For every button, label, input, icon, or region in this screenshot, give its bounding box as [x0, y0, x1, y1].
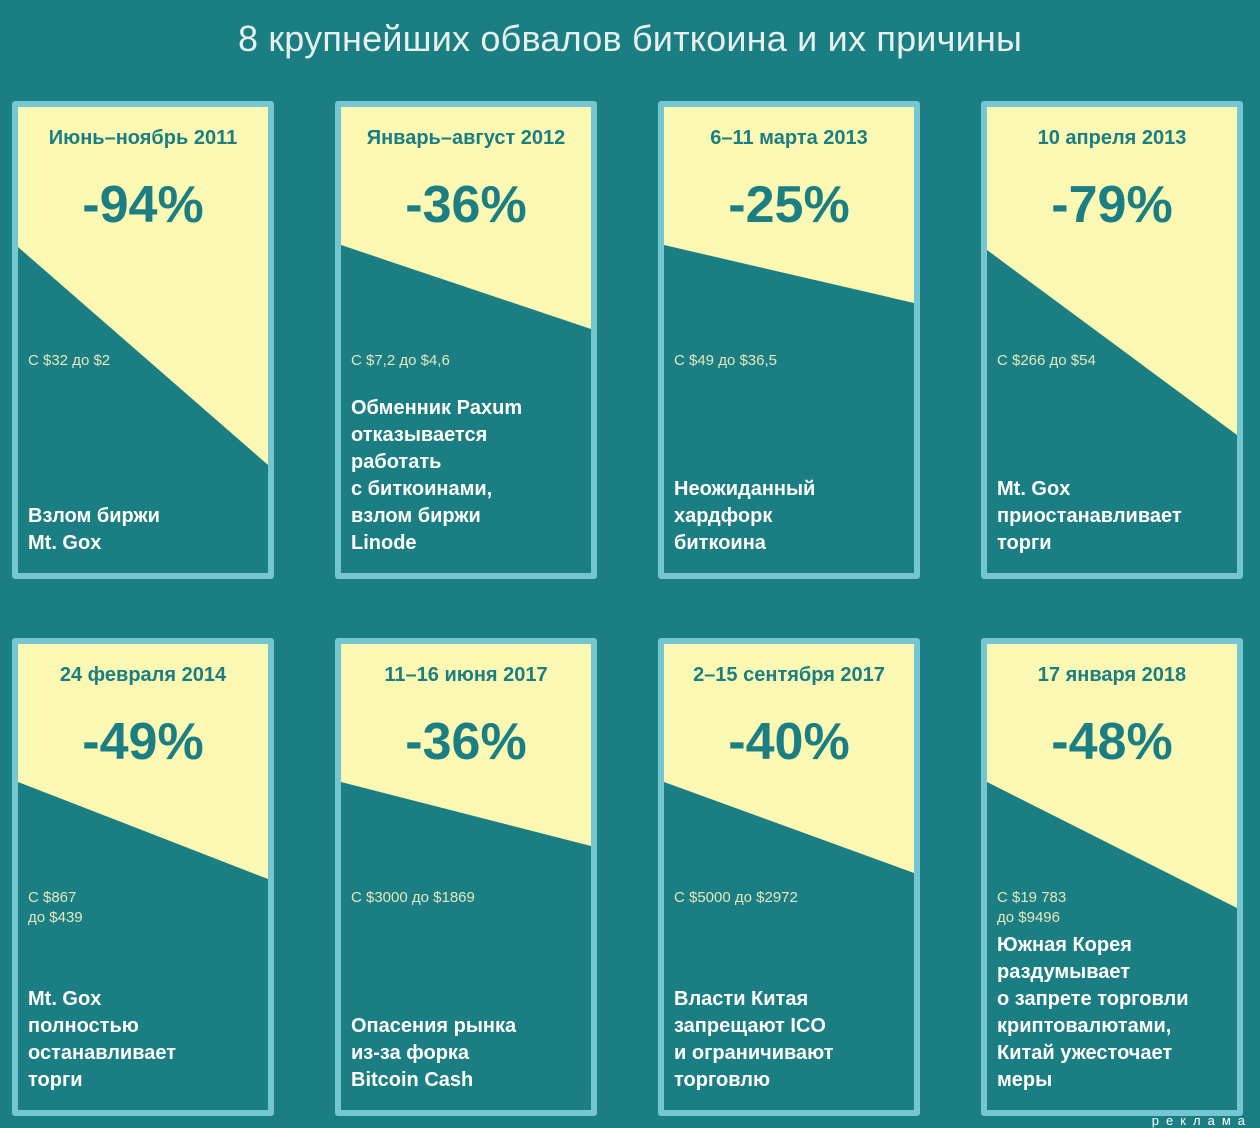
crash-period: 2–15 сентября 2017	[693, 664, 885, 686]
crash-period: 10 апреля 2013	[1037, 127, 1187, 149]
yellow-drop-area	[664, 107, 914, 303]
drop-percent: -49%	[82, 713, 204, 771]
crash-card: 10 апреля 2013 -79% С $266 до $54 Mt. Gox п…	[981, 101, 1243, 579]
crash-cause: Mt. Gox приостанавливает торги	[997, 478, 1182, 554]
crash-period: Январь–август 2012	[366, 127, 566, 149]
crash-period: 24 февраля 2014	[59, 664, 227, 686]
price-range: С $7,2 до $4,6	[351, 352, 450, 369]
card-background	[341, 107, 591, 329]
yellow-drop-area	[18, 107, 268, 465]
crash-card: 24 февраля 2014 -49% С $867 до $439 Mt. Gox…	[12, 638, 274, 1116]
crash-cause: Взлом биржи Mt. Gox	[28, 505, 160, 554]
drop-percent: -48%	[1051, 713, 1173, 771]
crash-cause: Опасения рынка из-за форка Bitcoin Cash	[351, 1015, 517, 1091]
crash-card: 2–15 сентября 2017 -40% С $5000 до $2972 Вл…	[658, 638, 920, 1116]
card-background	[341, 644, 591, 846]
price-range: С $32 до $2	[28, 352, 111, 369]
drop-percent: -94%	[82, 176, 204, 234]
page-title: 8 крупнейших обвалов биткоина и их причи…	[237, 18, 1023, 59]
yellow-drop-area	[341, 644, 591, 846]
crash-card: Июнь–ноябрь 2011 -94% С $32 до $2 Взлом бир…	[12, 101, 274, 579]
price-range: С $5000 до $2972	[674, 889, 798, 906]
card-background	[18, 644, 268, 879]
crash-period: Июнь–ноябрь 2011	[48, 127, 238, 149]
price-range: С $49 до $36,5	[674, 352, 777, 369]
crash-cause: Власти Китая запрещают ICO и ограничиваю…	[674, 988, 834, 1091]
price-range: С $266 до $54	[997, 352, 1096, 369]
price-range: С $19 783 до $9496	[997, 889, 1067, 926]
drop-percent: -36%	[405, 713, 527, 771]
crash-period: 6–11 марта 2013	[710, 127, 868, 149]
card-background	[987, 107, 1237, 435]
crash-card: 6–11 марта 2013 -25% С $49 до $36,5 Неожида…	[658, 101, 920, 579]
crash-period: 11–16 июня 2017	[384, 664, 548, 686]
yellow-drop-area	[664, 644, 914, 873]
crash-card: Январь–август 2012 -36% С $7,2 до $4,6 Обме…	[335, 101, 597, 579]
crash-cause: Mt. Gox полностью останавливает торги	[28, 988, 177, 1091]
card-background	[18, 107, 268, 465]
yellow-drop-area	[987, 644, 1237, 908]
card-background	[664, 107, 914, 303]
price-range: С $867 до $439	[28, 889, 83, 926]
crash-cause: Неожиданный хардфорк биткоина	[674, 478, 816, 554]
crash-card: 17 января 2018 -48% С $19 783 до $9496 Южна…	[981, 638, 1243, 1116]
crash-cause: Обменник Paxum отказывается работать с б…	[351, 397, 523, 554]
card-background	[664, 644, 914, 873]
drop-percent: -36%	[405, 176, 527, 234]
yellow-drop-area	[18, 644, 268, 879]
yellow-drop-area	[341, 107, 591, 329]
ad-label: реклама	[1151, 1113, 1252, 1128]
drop-percent: -25%	[728, 176, 850, 234]
crash-period: 17 января 2018	[1037, 664, 1187, 686]
price-range: С $3000 до $1869	[351, 889, 475, 906]
crash-card: 11–16 июня 2017 -36% С $3000 до $1869 Опасе…	[335, 638, 597, 1116]
crash-cause: Южная Корея раздумывает о запрете торгов…	[997, 934, 1189, 1091]
yellow-drop-area	[987, 107, 1237, 435]
drop-percent: -40%	[728, 713, 850, 771]
card-background	[987, 644, 1237, 908]
drop-percent: -79%	[1051, 176, 1173, 234]
